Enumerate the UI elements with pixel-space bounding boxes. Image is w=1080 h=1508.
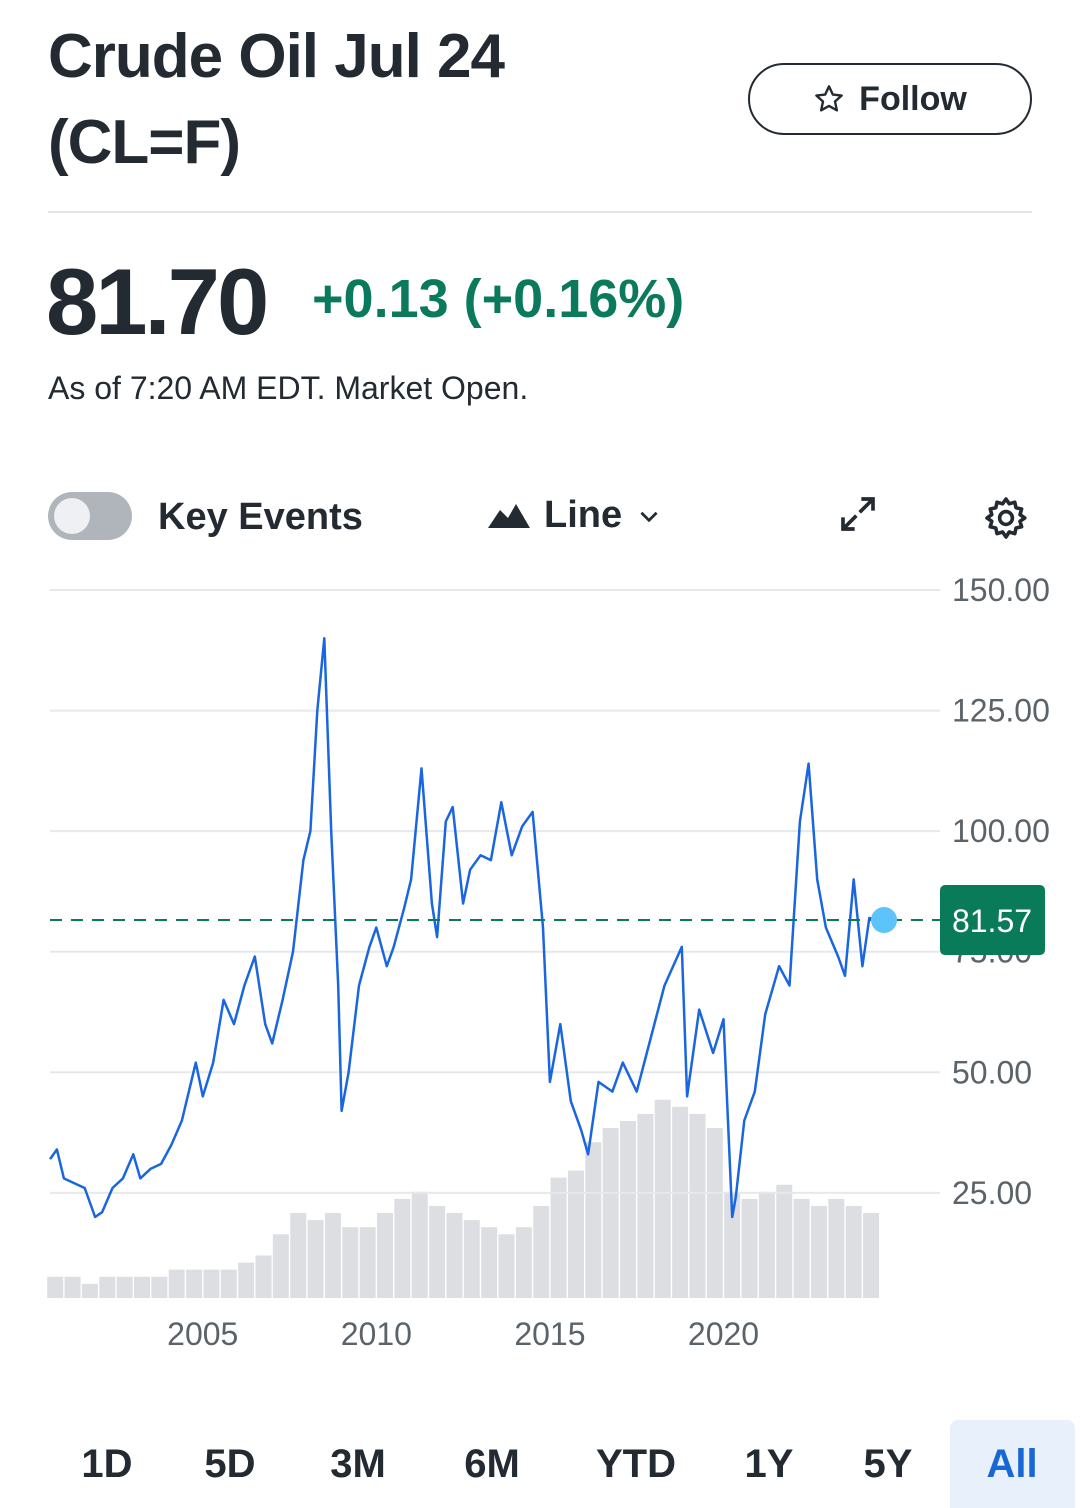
price: 81.70 [46,249,269,354]
y-tick-label: 150.00 [952,572,1050,608]
volume-bar [411,1191,428,1298]
volume-bar [47,1276,64,1298]
volume-bar [255,1255,272,1298]
x-tick-label: 2005 [167,1316,238,1352]
volume-bar [116,1276,133,1298]
volume-bar [394,1198,411,1298]
expand-icon[interactable] [838,494,878,534]
volume-bar [272,1234,289,1298]
volume-bar [290,1213,307,1298]
volume-bar [776,1184,793,1298]
volume-bar [342,1227,359,1298]
volume-bar [758,1191,775,1298]
volume-bar [585,1142,602,1298]
volume-bar [533,1205,550,1298]
key-events-toggle[interactable] [48,492,132,540]
volume-bar [793,1198,810,1298]
y-tick-label: 100.00 [952,813,1050,849]
volume-bar [307,1220,324,1298]
follow-label: Follow [859,79,967,118]
current-price-label: 81.57 [952,903,1032,939]
as-of: As of 7:20 AM EDT. Market Open. [48,370,529,406]
volume-bar [238,1262,255,1298]
volume-bar [81,1283,98,1298]
volume-bar [151,1276,168,1298]
price-change: +0.13 (+0.16%) [312,269,685,329]
volume-bar [359,1227,376,1298]
range-button[interactable]: 1D [81,1441,133,1486]
volume-bar [515,1227,532,1298]
volume-bar [498,1234,515,1298]
volume-bar [637,1113,654,1298]
volume-bar [689,1113,706,1298]
range-button[interactable]: 6M [464,1441,520,1486]
volume-bar [602,1128,619,1298]
volume-bar [620,1121,637,1298]
y-tick-label: 50.00 [952,1054,1032,1090]
volume-bar [220,1269,237,1298]
volume-bar [810,1205,827,1298]
volume-bar [654,1099,671,1298]
volume-bar [706,1128,723,1298]
chevron-icon [640,511,658,522]
x-tick-label: 2010 [341,1316,412,1352]
range-button[interactable]: 5D [204,1441,256,1486]
divider [48,211,1032,213]
volume-bar [724,1191,741,1298]
range-button[interactable]: YTD [596,1441,676,1486]
x-tick-label: 2015 [514,1316,585,1352]
key-events-label: Key Events [158,496,363,538]
volume-bar [481,1227,498,1298]
last-point [871,907,897,934]
range-button[interactable]: 3M [330,1441,386,1486]
range-button[interactable]: All [949,1420,1075,1508]
volume-bar [463,1220,480,1298]
volume-bar [186,1269,203,1298]
current-price-box [940,885,1045,956]
title: Crude Oil Jul 24 (CL=F) [48,22,505,177]
price-line [48,636,879,1219]
volume-bar [134,1276,150,1298]
volume-bar [828,1198,845,1298]
volume-bar [168,1269,185,1298]
volume-bar [741,1198,758,1298]
x-tick-label: 2020 [688,1316,759,1352]
volume-bar [567,1170,584,1298]
volume-bar [550,1177,567,1298]
chart-style-button[interactable]: Line [488,494,662,537]
volume-bar [863,1213,880,1298]
range-button[interactable]: 5Y [863,1441,913,1486]
line-icon [488,503,530,528]
volume-bar [429,1205,446,1298]
volume-bar [324,1213,341,1298]
volume-bar [845,1205,862,1298]
chart-style-label: Line [544,494,623,536]
y-tick-label: 25.00 [952,1175,1032,1211]
y-tick-label: 125.00 [952,693,1050,729]
star-icon [815,85,844,112]
range-button[interactable]: 1Y [744,1441,794,1486]
volume-bar [446,1213,463,1298]
volume-bar [64,1276,81,1298]
volume-bar [377,1213,394,1298]
range-bar: 1D 5D 3M 6M YTD 1Y 5Y All [0,1420,1080,1508]
volume-bar [99,1276,116,1298]
settings-icon[interactable] [982,494,1030,542]
volume-bar [203,1269,220,1298]
volume-bar [672,1106,689,1298]
follow-button[interactable]: Follow [748,63,1032,135]
